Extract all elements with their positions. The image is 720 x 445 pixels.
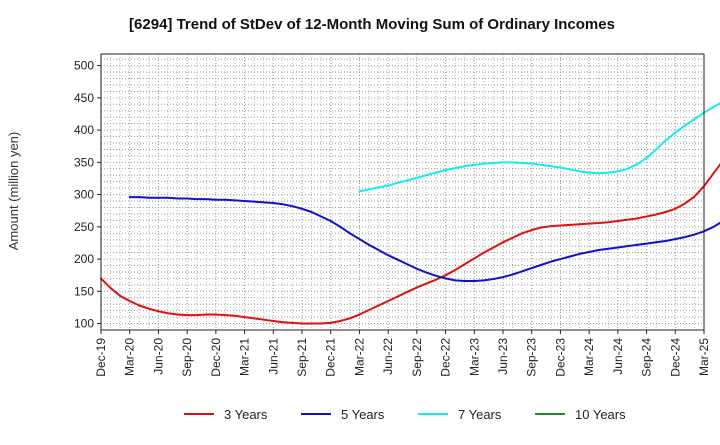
grid-lines <box>101 54 704 330</box>
x-tick-label: Dec-21 <box>324 338 338 377</box>
y-tick-label: 300 <box>74 188 94 202</box>
x-tick-label: Sep-21 <box>295 338 309 377</box>
x-tick-label: Jun-24 <box>611 338 625 375</box>
y-tick-label: 250 <box>74 220 94 234</box>
legend: 3 Years 5 Years 7 Years 10 Years <box>184 407 626 422</box>
x-tick-label: Dec-19 <box>94 338 108 377</box>
x-tick-label: Mar-21 <box>238 338 252 376</box>
series-line-7-years <box>358 102 720 193</box>
x-axis: Dec-19 Mar-20 Jun-20 Sep-20 Dec-20 Mar-21 Jun-… <box>94 330 711 377</box>
y-axis-label: Amount (million yen) <box>6 132 21 251</box>
x-tick-label: Sep-22 <box>410 338 424 377</box>
x-tick-label: Mar-24 <box>582 338 596 376</box>
legend-label-7-years: 7 Years <box>458 407 502 422</box>
x-tick-label: Dec-23 <box>553 338 567 377</box>
y-tick-label: 400 <box>74 123 94 137</box>
x-tick-label: Sep-23 <box>525 338 539 377</box>
x-tick-label: Mar-25 <box>697 338 711 376</box>
x-tick-label: Dec-22 <box>439 338 453 377</box>
x-tick-label: Dec-20 <box>209 338 223 377</box>
series-line-5-years <box>128 196 720 282</box>
y-tick-label: 100 <box>74 317 94 331</box>
y-axis: 100 150 200 250 300 350 400 450 500 <box>74 59 101 331</box>
y-tick-label: 200 <box>74 252 94 266</box>
y-tick-label: 350 <box>74 155 94 169</box>
y-tick-label: 500 <box>74 59 94 73</box>
chart-title: [6294] Trend of StDev of 12-Month Moving… <box>129 16 615 33</box>
x-tick-label: Mar-20 <box>123 338 137 376</box>
legend-label-5-years: 5 Years <box>341 407 385 422</box>
series-line-3-years <box>100 162 720 325</box>
x-tick-label: Mar-22 <box>352 338 366 376</box>
plot-frame <box>100 53 705 331</box>
x-tick-label: Jun-20 <box>151 338 165 375</box>
y-tick-label: 450 <box>74 91 94 105</box>
x-tick-label: Jun-23 <box>496 338 510 375</box>
x-tick-label: Jun-21 <box>266 338 280 375</box>
y-tick-label: 150 <box>74 284 94 298</box>
legend-label-10-years: 10 Years <box>575 407 626 422</box>
legend-label-3-years: 3 Years <box>224 407 268 422</box>
series-layer <box>100 102 720 325</box>
x-tick-label: Sep-20 <box>180 338 194 377</box>
x-tick-label: Dec-24 <box>668 338 682 377</box>
x-tick-label: Mar-23 <box>467 338 481 376</box>
x-tick-label: Jun-22 <box>381 338 395 375</box>
x-tick-label: Sep-24 <box>640 338 654 377</box>
